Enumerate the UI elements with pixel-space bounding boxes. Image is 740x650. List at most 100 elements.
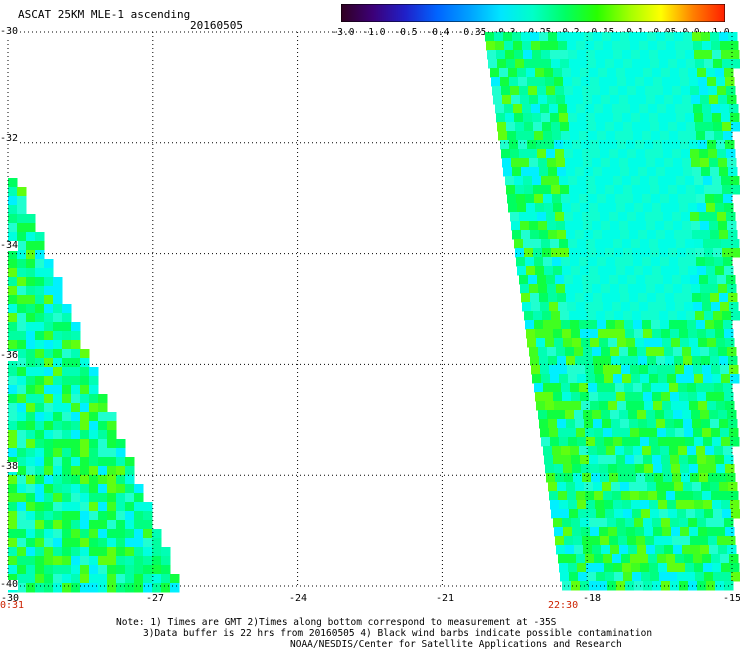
swath-cell	[571, 392, 581, 402]
swath-cell	[634, 581, 644, 591]
swath-cell	[553, 392, 563, 402]
swath-cell	[720, 104, 730, 114]
swath-cell	[680, 527, 690, 537]
swath-cell	[89, 574, 99, 584]
swath-cell	[642, 446, 652, 456]
swath-cell	[625, 392, 635, 402]
swath-cell	[591, 536, 601, 546]
swath-cell	[719, 230, 729, 240]
colorbar-label: -0.4	[426, 27, 450, 38]
swath-cell	[725, 338, 735, 348]
swath-cell	[535, 329, 545, 339]
swath-cell	[718, 95, 728, 105]
swath-cell	[687, 194, 697, 204]
swath-cell	[552, 446, 562, 456]
swath-cell	[523, 239, 533, 249]
swath-cell	[543, 131, 553, 141]
swath-cell	[542, 59, 552, 69]
swath-cell	[44, 376, 54, 386]
swath-cell	[653, 77, 663, 87]
swath-cell	[647, 482, 657, 492]
swath-cell	[640, 563, 650, 573]
swath-cell	[554, 401, 564, 411]
swath-cell	[700, 347, 710, 357]
swath-cell	[511, 95, 521, 105]
swath-cell	[601, 221, 611, 231]
swath-cell	[546, 275, 556, 285]
swath-cell	[98, 511, 108, 521]
swath-cell	[561, 194, 571, 204]
swath-cell	[512, 230, 522, 240]
swath-cell	[98, 403, 108, 413]
swath-cell	[599, 338, 609, 348]
swath-cell	[668, 311, 678, 321]
swath-cell	[629, 32, 639, 42]
swath-cell	[651, 194, 661, 204]
swath-cell	[525, 194, 535, 204]
swath-cell	[694, 500, 704, 510]
swath-cell	[607, 581, 617, 591]
swath-cell	[672, 473, 682, 483]
swath-cell	[690, 275, 700, 285]
swath-cell	[649, 563, 659, 573]
swath-cell	[692, 293, 702, 303]
swath-cell	[596, 122, 606, 132]
swath-cell	[597, 194, 607, 204]
swath-cell	[98, 466, 108, 476]
swath-cell	[696, 194, 706, 204]
swath-cell	[519, 149, 529, 159]
swath-cell	[633, 131, 643, 141]
swath-cell	[660, 320, 670, 330]
swath-cell	[639, 428, 649, 438]
swath-cell	[671, 401, 681, 411]
swath-cell	[44, 529, 54, 539]
swath-cell	[613, 437, 623, 447]
swath-cell	[600, 275, 610, 285]
swath-cell	[613, 113, 623, 123]
swath-cell	[503, 167, 513, 177]
swath-cell	[684, 554, 694, 564]
swath-cell	[53, 322, 63, 332]
swath-cell	[569, 509, 579, 519]
swath-cell	[606, 194, 616, 204]
swath-cell	[53, 484, 63, 494]
swath-cell	[687, 257, 697, 267]
swath-cell	[626, 527, 636, 537]
swath-cell	[711, 104, 721, 114]
swath-cell	[44, 385, 54, 395]
swath-cell	[625, 518, 635, 528]
swath-cell	[540, 365, 550, 375]
swath-cell	[26, 547, 36, 557]
swath-cell	[659, 311, 669, 321]
swath-cell	[571, 329, 581, 339]
swath-cell	[691, 95, 701, 105]
swath-cell	[540, 302, 550, 312]
swath-cell	[730, 437, 740, 447]
swath-cell	[550, 500, 560, 510]
swath-cell	[706, 68, 716, 78]
swath-cell	[532, 239, 542, 249]
swath-cell	[504, 104, 514, 114]
swath-cell	[666, 365, 676, 375]
swath-cell	[506, 185, 516, 195]
swath-cell	[683, 419, 693, 429]
swath-cell	[658, 50, 668, 60]
swath-cell	[561, 383, 571, 393]
swath-cell	[80, 502, 90, 512]
swath-cell	[536, 401, 546, 411]
swath-cell	[589, 518, 599, 528]
swath-cell	[8, 376, 18, 386]
swath-cell	[616, 329, 626, 339]
swath-cell	[17, 385, 27, 395]
swath-cell	[720, 41, 730, 51]
swath-cell	[664, 347, 674, 357]
swath-cell	[544, 203, 554, 213]
swath-cell	[26, 358, 36, 368]
swath-cell	[143, 520, 153, 530]
swath-cell	[708, 275, 718, 285]
swath-cell	[617, 401, 627, 411]
swath-cell	[727, 95, 737, 105]
swath-cell	[62, 547, 72, 557]
swath-cell	[71, 466, 81, 476]
swath-cell	[713, 122, 723, 132]
